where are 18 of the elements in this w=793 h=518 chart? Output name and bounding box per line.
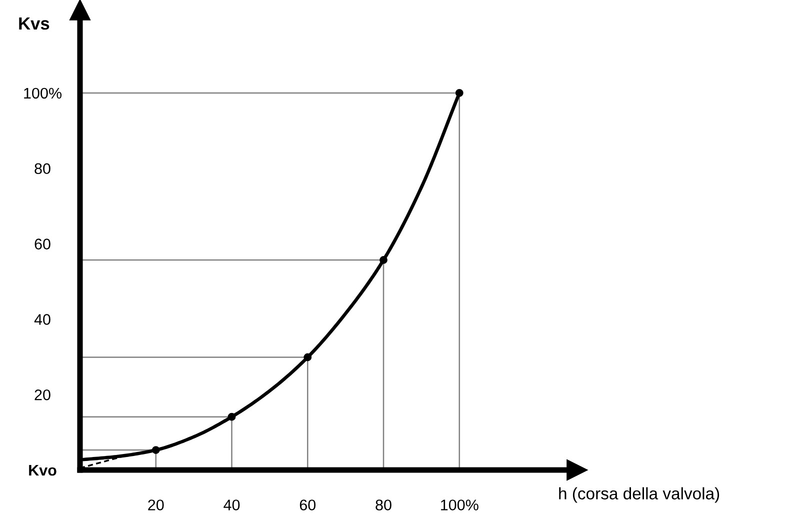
point: [455, 89, 464, 97]
x-tick-label: 60: [300, 500, 316, 510]
y-tick-label: 60: [34, 238, 50, 250]
x-tick-label: 100%: [441, 500, 478, 510]
y-tick-label: 80: [34, 163, 50, 174]
y-tick-label: Kvo: [29, 465, 56, 476]
x-tick-label: 80: [376, 500, 392, 510]
point: [152, 446, 160, 454]
x-tick-label: 20: [148, 500, 164, 510]
y-axis-title: Kvs: [19, 18, 50, 30]
x-tick-label: 40: [224, 500, 240, 510]
y-tick-label: 40: [34, 314, 50, 325]
y-tick-label: 20: [34, 389, 50, 400]
point: [380, 256, 388, 264]
y-tick-label: 100%: [24, 88, 62, 99]
point: [304, 353, 312, 362]
point: [228, 412, 236, 421]
x-axis-title: h (corsa della valvola): [559, 487, 720, 503]
